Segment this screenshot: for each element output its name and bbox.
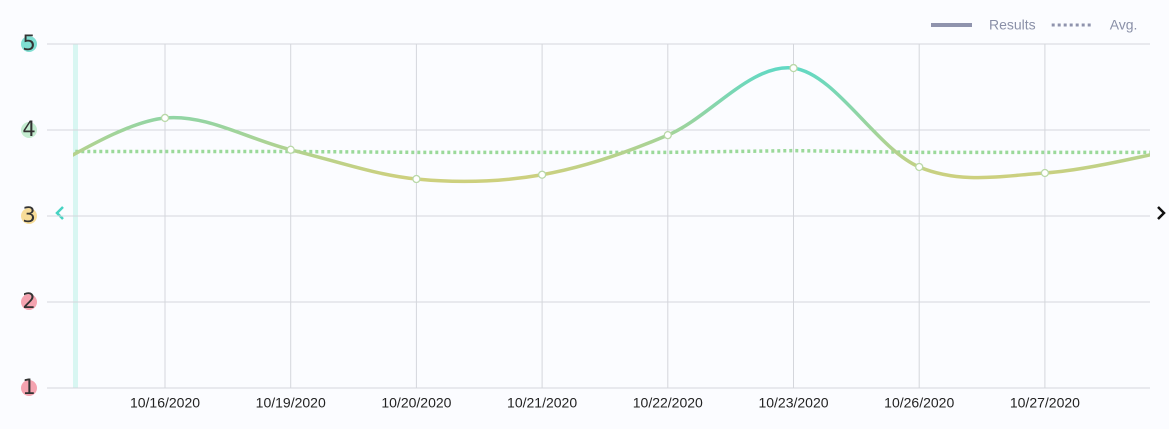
next-arrow[interactable] <box>1157 206 1166 220</box>
x-tick-label: 10/26/2020 <box>884 395 954 411</box>
legend-label: Avg. <box>1110 17 1138 33</box>
y-tick-indicator <box>21 380 37 396</box>
x-tick-label: 10/16/2020 <box>130 395 200 411</box>
x-tick-label: 10/19/2020 <box>256 395 326 411</box>
point <box>663 131 672 140</box>
legend-label: Results <box>989 17 1036 33</box>
x-tick-label: 10/27/2020 <box>1010 395 1080 411</box>
point <box>412 174 421 184</box>
y-tick-indicator <box>21 36 37 52</box>
y-tick-indicator <box>21 294 37 310</box>
x-tick-label: 10/23/2020 <box>758 395 828 411</box>
y-tick-label: 1 <box>22 375 35 399</box>
y-tick-label: 2 <box>22 289 35 313</box>
y-tick-label: 4 <box>22 117 35 141</box>
point <box>160 113 170 123</box>
results-line <box>73 66 1150 184</box>
y-tick-indicator <box>21 208 37 224</box>
y-tick-indicator <box>21 122 37 138</box>
x-tick-label: 10/21/2020 <box>507 395 577 411</box>
avg-line <box>73 148 1150 155</box>
point <box>915 162 924 172</box>
point <box>789 63 798 73</box>
y-tick-label: 5 <box>22 31 35 55</box>
point <box>1040 168 1050 178</box>
point <box>537 170 547 179</box>
x-tick-label: 10/22/2020 <box>633 395 703 411</box>
y-tick-label: 3 <box>22 203 35 227</box>
prev-arrow[interactable] <box>55 206 64 220</box>
point <box>286 145 295 154</box>
plot-area <box>73 63 1150 184</box>
x-tick-label: 10/20/2020 <box>381 395 451 411</box>
